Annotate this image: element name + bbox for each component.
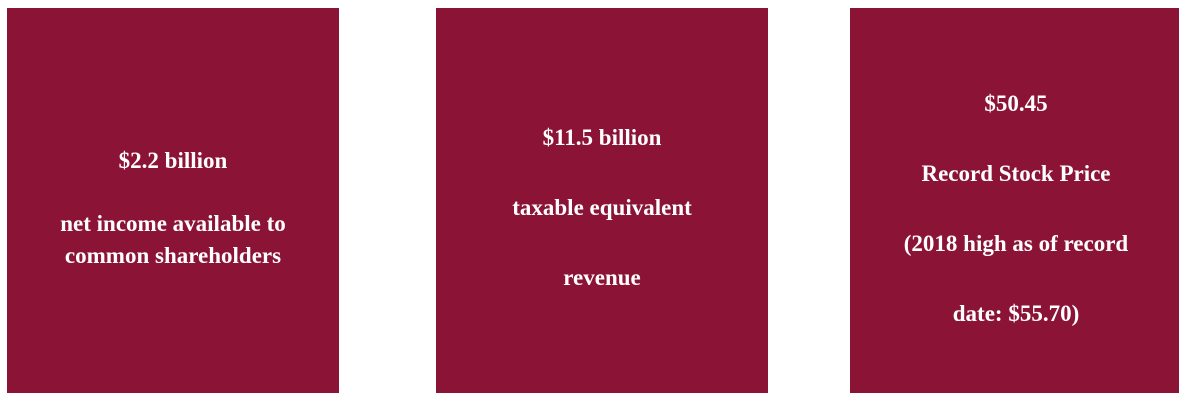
stat-description-line-1: taxable equivalent xyxy=(512,195,692,220)
stat-panel-stock-price: $50.45 Record Stock Price (2018 high as … xyxy=(850,8,1179,393)
stat-value: $50.45 xyxy=(984,91,1048,116)
stat-description-line-3: date: $55.70) xyxy=(952,301,1080,326)
stat-description-line-2: (2018 high as of record xyxy=(903,231,1129,256)
stat-description-line-2: revenue xyxy=(563,265,641,290)
stat-description-line-1: Record Stock Price xyxy=(921,161,1111,186)
stat-value: $2.2 billion xyxy=(118,148,228,173)
stat-value: $11.5 billion xyxy=(542,125,662,150)
stat-panel-net-income: $2.2 billion net income available to com… xyxy=(7,8,339,393)
stat-description-line-2: common shareholders xyxy=(64,243,282,268)
stat-panel-revenue: $11.5 billion taxable equivalent revenue xyxy=(436,8,768,393)
stat-description-line-1: net income available to xyxy=(60,211,286,236)
